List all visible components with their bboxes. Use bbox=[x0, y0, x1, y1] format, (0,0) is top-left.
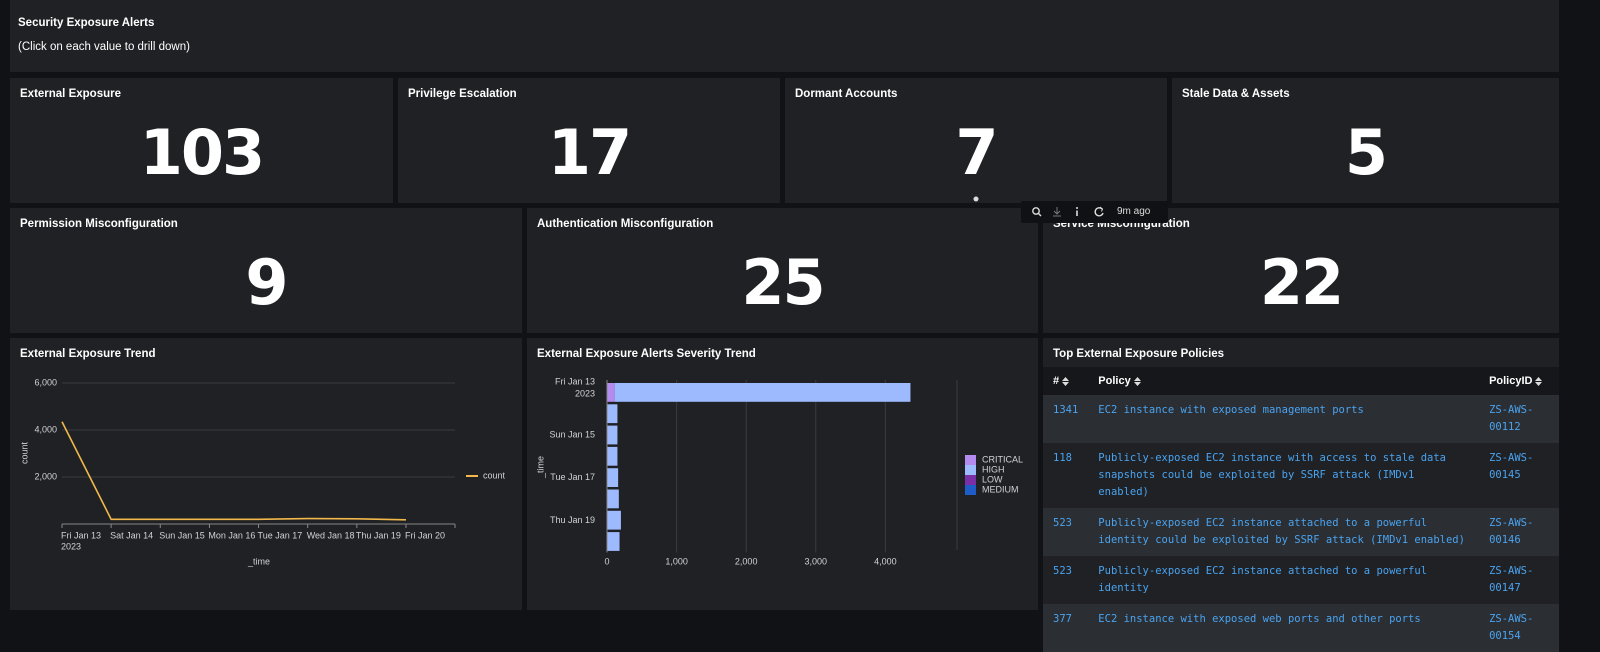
kpi-value: 17 bbox=[547, 116, 632, 189]
sort-icon bbox=[1062, 376, 1070, 386]
header-row: # Policy PolicyID bbox=[1043, 367, 1559, 395]
kpi-title: Privilege Escalation bbox=[408, 88, 517, 100]
kpi-panel[interactable]: External Exposure 103 bbox=[10, 78, 393, 203]
line-panel: External Exposure Trend bbox=[10, 338, 522, 610]
header-panel: Security Exposure Alerts (Click on each … bbox=[10, 0, 1559, 72]
column-label: PolicyID bbox=[1489, 375, 1533, 387]
column-header[interactable]: Policy bbox=[1088, 367, 1480, 395]
refresh-icon[interactable] bbox=[1094, 207, 1104, 217]
table-cell[interactable]: ZS-AWS-00147 bbox=[1479, 556, 1559, 604]
kpi-value: 22 bbox=[1259, 246, 1344, 319]
table-row: 523 Publicly-exposed EC2 instance attache… bbox=[1043, 556, 1559, 604]
table-cell[interactable]: 523 bbox=[1043, 508, 1089, 556]
kpi-panel[interactable]: Dormant Accounts 7 bbox=[785, 78, 1167, 203]
panel-title: External Exposure Trend bbox=[20, 348, 156, 360]
download-icon[interactable] bbox=[1053, 207, 1061, 217]
kpi-title: Stale Data & Assets bbox=[1182, 88, 1290, 100]
table-cell[interactable]: ZS-AWS-00154 bbox=[1479, 604, 1559, 652]
toolbar-icons bbox=[1032, 206, 1104, 217]
refresh-icon bbox=[1099, 206, 1104, 212]
kpi-title: Permission Misconfiguration bbox=[20, 218, 178, 230]
kpi-panel[interactable]: Service Misconfiguration 22 bbox=[1043, 208, 1559, 333]
kpi-title: Authentication Misconfiguration bbox=[537, 218, 714, 230]
dashboard-title: Security Exposure Alerts bbox=[18, 17, 155, 29]
info-icon[interactable] bbox=[1076, 207, 1078, 209]
kpi-title: Dormant Accounts bbox=[795, 88, 898, 100]
kpi-value: 7 bbox=[955, 116, 998, 189]
kpi-value: 9 bbox=[245, 246, 288, 319]
table-cell[interactable]: ZS-AWS-00145 bbox=[1479, 443, 1559, 508]
table-row: 523 Publicly-exposed EC2 instance attache… bbox=[1043, 508, 1559, 556]
search-icon bbox=[1038, 213, 1042, 217]
table-cell[interactable]: ZS-AWS-00146 bbox=[1479, 508, 1559, 556]
table-cell[interactable]: 377 bbox=[1043, 604, 1089, 652]
table-panel: Top External Exposure Policies # Policy Po… bbox=[1043, 338, 1559, 652]
kpi-value: 25 bbox=[741, 246, 825, 319]
sort-icon bbox=[1535, 376, 1543, 386]
column-label: # bbox=[1053, 375, 1060, 387]
panel-title: Top External Exposure Policies bbox=[1053, 348, 1225, 360]
kpi-panel[interactable]: Authentication Misconfiguration 25 bbox=[527, 208, 1038, 333]
column-label: Policy bbox=[1098, 375, 1131, 387]
kpi-value: 103 bbox=[139, 116, 265, 189]
table-cell[interactable]: 118 bbox=[1043, 443, 1089, 508]
panel-toolbar: 9m ago bbox=[1021, 201, 1168, 223]
kpi-panel[interactable]: Permission Misconfiguration 9 bbox=[10, 208, 522, 333]
table-cell[interactable]: 1341 bbox=[1043, 395, 1089, 443]
table-cell[interactable]: Publicly-exposed EC2 instance attached t… bbox=[1088, 508, 1480, 556]
kpi-panel[interactable]: Stale Data & Assets 5 bbox=[1172, 78, 1559, 203]
table-cell[interactable]: 523 bbox=[1043, 556, 1089, 604]
dashboard-subtitle: (Click on each value to drill down) bbox=[18, 41, 190, 53]
updated-time: 9m ago bbox=[1117, 206, 1151, 217]
table-cell[interactable]: Publicly-exposed EC2 instance attached t… bbox=[1088, 556, 1480, 604]
kpi-value: 5 bbox=[1344, 116, 1388, 189]
column-header[interactable]: # bbox=[1043, 367, 1089, 395]
table-cell[interactable]: Publicly-exposed EC2 instance with acces… bbox=[1088, 443, 1480, 508]
column-header[interactable]: PolicyID bbox=[1479, 367, 1559, 395]
sort-icon bbox=[1133, 376, 1141, 386]
search-icon[interactable] bbox=[1032, 207, 1040, 215]
table-cell[interactable]: EC2 instance with exposed web ports and … bbox=[1088, 604, 1480, 652]
kpi-title: External Exposure bbox=[20, 88, 121, 100]
table-row: 1341 EC2 instance with exposed management… bbox=[1043, 395, 1559, 443]
page: Security Exposure Alerts (Click on each … bbox=[10, 0, 1559, 652]
panel-title: External Exposure Alerts Severity Trend bbox=[537, 348, 756, 360]
table-cell[interactable]: ZS-AWS-00112 bbox=[1479, 395, 1559, 443]
policy-table: # Policy PolicyID 1341 EC2 instance with exp… bbox=[1043, 367, 1559, 652]
table-row: 377 EC2 instance with exposed web ports a… bbox=[1043, 604, 1559, 652]
table-cell[interactable]: EC2 instance with exposed management por… bbox=[1088, 395, 1480, 443]
table-row: 118 Publicly-exposed EC2 instance with ac… bbox=[1043, 443, 1559, 508]
bar-panel: External Exposure Alerts Severity Trend bbox=[527, 338, 1038, 610]
kpi-panel[interactable]: Privilege Escalation 17 bbox=[398, 78, 780, 203]
